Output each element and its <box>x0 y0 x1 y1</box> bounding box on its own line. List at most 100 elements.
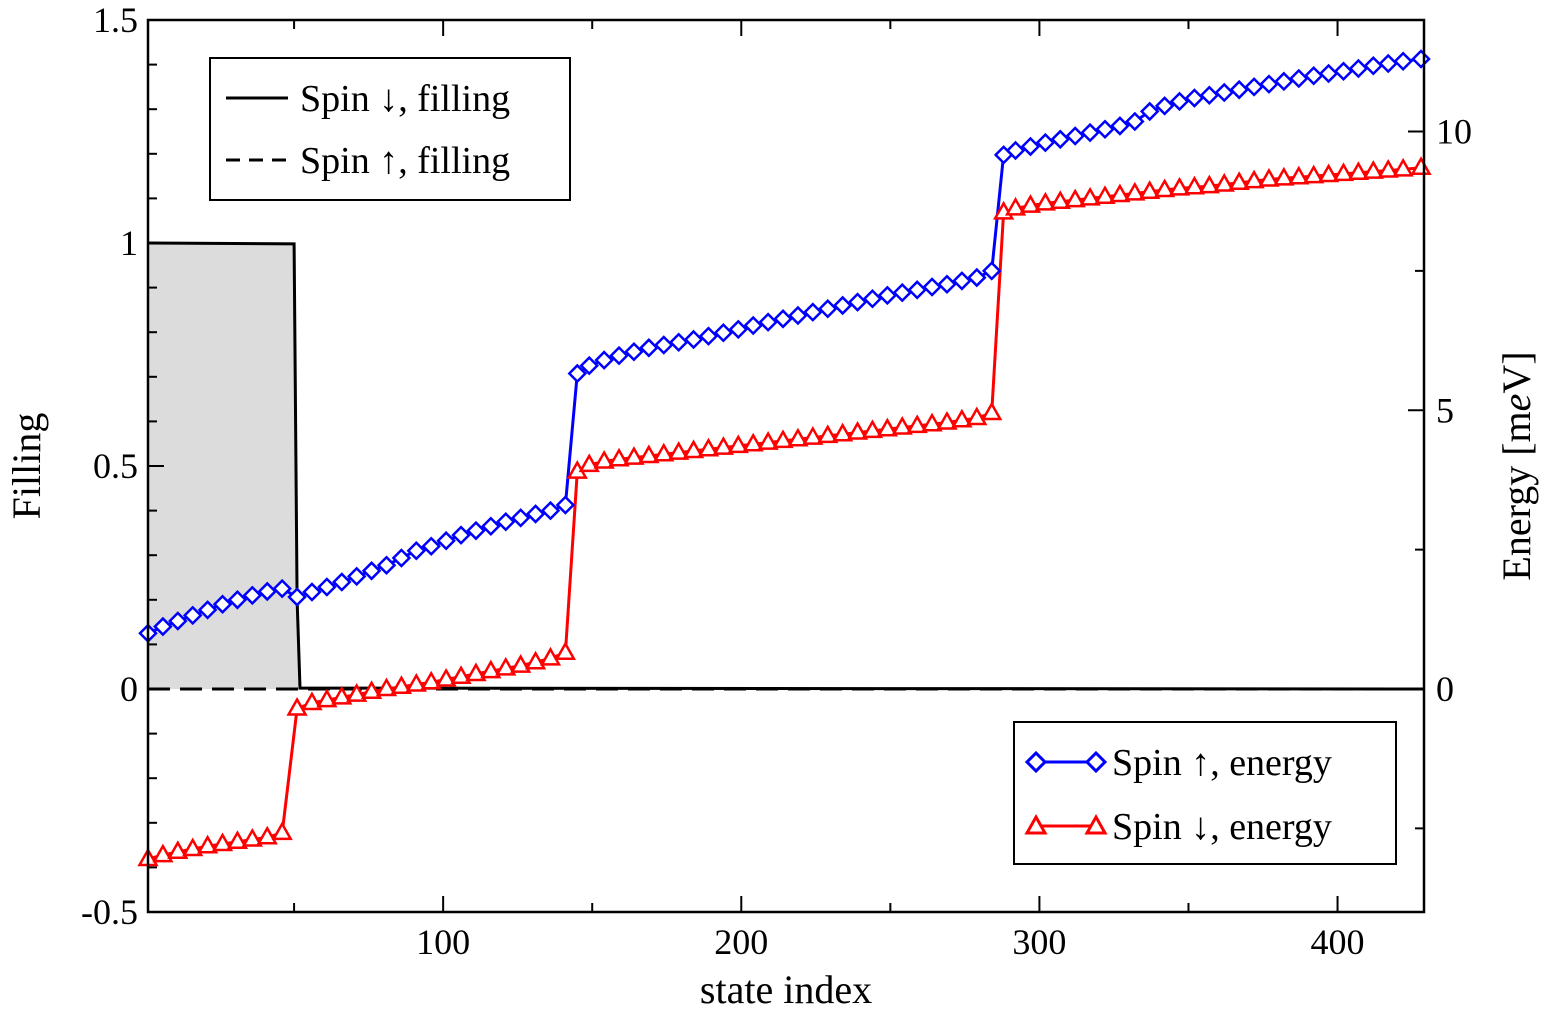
legend-energy: Spin ↑, energy Spin ↓, energy <box>1013 721 1397 865</box>
data-point-triangle <box>1377 158 1399 178</box>
data-point-triangle <box>817 424 839 444</box>
data-point-diamond <box>451 525 471 545</box>
data-point-diamond <box>1363 55 1384 76</box>
data-point-triangle <box>420 670 442 690</box>
data-point-diamond <box>1139 101 1160 122</box>
y-axis-right-title-italic: e <box>1494 394 1539 412</box>
data-point-diamond <box>1199 85 1220 106</box>
data-point-diamond <box>227 590 248 610</box>
data-point-triangle <box>1258 167 1280 187</box>
data-point-diamond <box>1184 88 1205 108</box>
legend-energy-box <box>1013 721 1397 865</box>
data-point-triangle <box>331 685 353 705</box>
data-point-diamond <box>317 577 337 597</box>
data-point-diamond <box>481 516 501 536</box>
data-point-diamond <box>877 285 898 306</box>
data-point-diamond <box>1154 96 1175 116</box>
data-point-triangle <box>375 677 398 697</box>
y-left-tick-label: 0.5 <box>93 446 138 486</box>
data-point-diamond <box>803 302 823 322</box>
data-point-diamond <box>624 341 644 362</box>
x-axis-title: state index <box>700 967 872 1010</box>
data-point-diamond <box>242 585 263 606</box>
data-point-diamond <box>287 587 307 607</box>
legend-energy-label-spin-down: Spin ↓, energy <box>1112 806 1332 848</box>
data-point-diamond <box>1244 77 1264 97</box>
data-point-diamond <box>847 292 868 312</box>
data-point-triangle <box>450 665 472 684</box>
data-point-diamond <box>436 530 456 551</box>
data-point-triangle <box>271 821 293 841</box>
data-point-triangle <box>757 431 779 450</box>
data-point-diamond <box>1005 140 1026 161</box>
data-point-triangle <box>196 834 219 854</box>
data-point-triangle <box>211 832 234 852</box>
data-point-diamond <box>1125 111 1145 132</box>
data-point-triangle <box>668 441 690 460</box>
data-point-diamond <box>1050 129 1071 150</box>
data-point-diamond <box>495 511 516 532</box>
data-point-diamond <box>907 280 927 300</box>
data-point-triangle <box>712 436 735 455</box>
data-point-diamond <box>406 540 427 561</box>
data-point-triangle <box>539 646 562 666</box>
y-right-tick-label: 0 <box>1436 669 1454 709</box>
data-point-diamond <box>743 315 763 336</box>
data-point-diamond <box>952 271 972 291</box>
data-point-triangle <box>480 659 502 679</box>
data-point-triangle <box>1332 162 1355 182</box>
data-point-triangle <box>623 446 645 465</box>
y-left-tick-label: 0 <box>120 669 138 709</box>
data-point-triangle <box>554 641 577 661</box>
data-point-diamond <box>713 322 734 343</box>
plot-frame <box>146 18 1426 914</box>
data-point-diamond <box>346 566 367 587</box>
data-point-triangle <box>1109 183 1131 203</box>
data-point-diamond <box>272 578 292 599</box>
data-point-triangle <box>1410 156 1432 175</box>
data-point-diamond <box>391 548 412 568</box>
x-tick-label: 400 <box>1311 922 1365 962</box>
data-point-triangle <box>510 654 532 673</box>
data-point-diamond <box>937 274 957 295</box>
data-point-triangle <box>1243 169 1265 189</box>
data-point-diamond <box>758 312 778 332</box>
data-point-diamond <box>653 335 674 355</box>
x-tick-label: 300 <box>1012 922 1066 962</box>
data-point-triangle <box>906 414 928 434</box>
data-point-triangle <box>1019 194 1042 213</box>
data-point-triangle <box>936 410 958 430</box>
x-tick-label: 200 <box>714 922 768 962</box>
data-point-triangle <box>742 432 764 452</box>
data-point-triangle <box>772 429 794 449</box>
data-point-diamond <box>1080 122 1100 143</box>
data-point-diamond <box>1110 116 1130 136</box>
data-point-triangle <box>1392 157 1414 177</box>
data-point-diamond <box>361 561 382 581</box>
data-point-triangle <box>167 840 189 860</box>
data-point-diamond <box>1333 61 1354 82</box>
y-right-tick-label: 10 <box>1436 112 1472 152</box>
data-point-diamond <box>728 319 749 340</box>
data-point-diamond <box>421 536 441 557</box>
data-point-diamond <box>683 329 704 350</box>
data-point-diamond <box>1378 53 1398 74</box>
data-point-diamond <box>376 555 397 576</box>
data-point-diamond <box>153 616 173 637</box>
data-point-diamond <box>332 572 352 592</box>
data-point-triangle <box>1004 196 1027 216</box>
data-point-triangle <box>846 421 869 440</box>
data-point-triangle <box>1273 166 1295 186</box>
data-point-diamond <box>168 611 188 631</box>
data-point-triangle <box>405 673 427 692</box>
data-point-triangle <box>951 408 973 428</box>
data-point-triangle <box>226 830 249 850</box>
data-point-triangle <box>360 680 383 700</box>
data-point-triangle <box>152 843 174 863</box>
y-axis-left-title: Filling <box>4 413 49 520</box>
data-point-triangle <box>1213 172 1235 192</box>
y-right-tick-label: 5 <box>1436 390 1454 430</box>
data-point-triangle <box>1347 161 1370 181</box>
y-left-tick-label: 1 <box>120 223 138 263</box>
data-point-diamond <box>981 261 1002 281</box>
